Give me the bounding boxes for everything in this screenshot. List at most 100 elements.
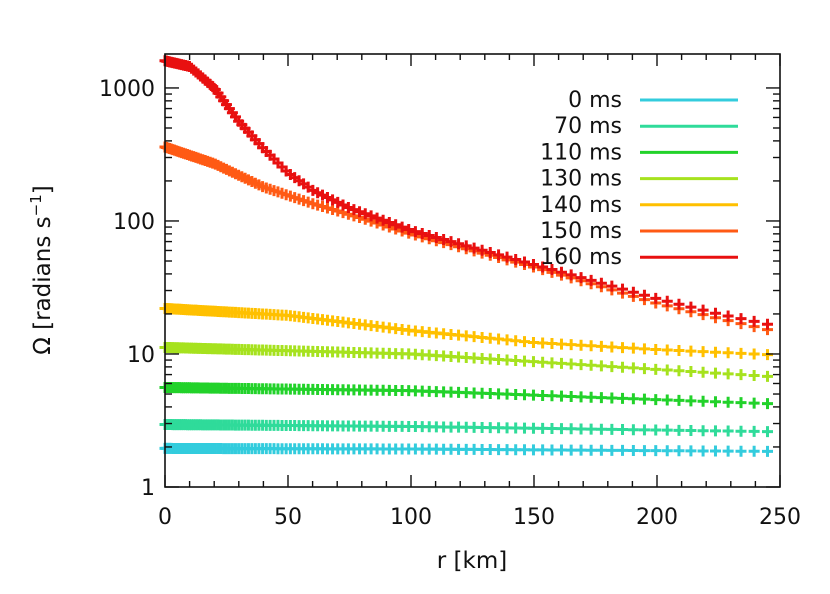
- data-point: [565, 269, 577, 281]
- data-point: [585, 359, 597, 371]
- data-point: [762, 426, 774, 438]
- data-point: [606, 392, 618, 404]
- data-point: [638, 393, 650, 405]
- data-point: [748, 425, 760, 437]
- data-point: [627, 362, 639, 374]
- data-point: [685, 366, 697, 378]
- y-tick-label: 1000: [99, 77, 155, 102]
- data-point: [595, 392, 607, 404]
- data-point: [383, 217, 395, 229]
- x-axis-label: r [km]: [437, 548, 507, 574]
- data-point: [575, 272, 587, 284]
- data-point: [403, 224, 415, 236]
- data-point: [735, 347, 747, 359]
- data-point: [537, 444, 549, 456]
- x-tick-label: 50: [274, 505, 302, 530]
- data-point: [501, 251, 513, 263]
- data-point: [460, 240, 472, 252]
- data-point: [673, 365, 685, 377]
- data-point: [546, 338, 558, 350]
- data-point: [650, 343, 662, 355]
- data-point: [735, 369, 747, 381]
- data-point: [555, 266, 567, 278]
- plot-frame: [164, 53, 781, 488]
- tick-labels: 0 50 100 150 200 250 1 10 100 1000: [99, 77, 801, 530]
- data-point: [575, 359, 587, 371]
- data-point: [595, 360, 607, 372]
- legend-label: 140 ms: [540, 193, 622, 218]
- data-point: [685, 425, 697, 437]
- data-point: [371, 212, 383, 224]
- data-point: [722, 347, 734, 359]
- data-point: [685, 445, 697, 457]
- data-point: [709, 396, 721, 408]
- data-point: [673, 424, 685, 436]
- data-point: [709, 346, 721, 358]
- data-point: [585, 423, 597, 435]
- data-point: [468, 242, 480, 254]
- data-point: [735, 445, 747, 457]
- data-point: [595, 423, 607, 435]
- data-point: [661, 424, 673, 436]
- data-point: [617, 444, 629, 456]
- data-point: [565, 358, 577, 370]
- data-point: [722, 445, 734, 457]
- data-point: [748, 315, 760, 327]
- data-point: [438, 234, 450, 246]
- y-tick-label: 10: [127, 343, 155, 368]
- data-point: [518, 256, 530, 268]
- data-point: [748, 397, 760, 409]
- legend-label: 110 ms: [540, 140, 622, 165]
- data-point: [735, 425, 747, 437]
- data-point: [650, 394, 662, 406]
- data-point: [585, 391, 597, 403]
- data-point: [709, 367, 721, 379]
- data-point: [735, 313, 747, 325]
- data-point: [685, 395, 697, 407]
- data-point: [617, 424, 629, 436]
- data-point: [638, 445, 650, 457]
- data-point: [627, 393, 639, 405]
- data-point: [555, 444, 567, 456]
- data-point: [762, 398, 774, 410]
- data-point: [546, 423, 558, 435]
- data-point: [555, 423, 567, 435]
- data-point: [697, 425, 709, 437]
- data-point: [354, 206, 366, 218]
- data-point: [606, 341, 618, 353]
- data-point: [537, 389, 549, 401]
- data-point: [627, 444, 639, 456]
- data-point: [546, 390, 558, 402]
- x-tick-label: 100: [390, 505, 432, 530]
- y-tick-label: 100: [113, 210, 155, 235]
- data-point: [697, 346, 709, 358]
- data-point: [617, 283, 629, 295]
- legend-label: 150 ms: [540, 219, 622, 244]
- y-axis-label-main: Ω [radians s: [30, 216, 56, 354]
- x-tick-label: 0: [158, 505, 172, 530]
- data-point: [527, 258, 539, 270]
- data-point: [661, 344, 673, 356]
- y-axis-label-end: ]: [30, 185, 56, 194]
- data-point: [650, 424, 662, 436]
- data-point: [327, 204, 339, 216]
- legend-lines: [640, 98, 738, 259]
- data-point: [546, 264, 558, 276]
- data-point: [359, 208, 371, 220]
- data-point: [537, 261, 549, 273]
- data-point: [555, 390, 567, 402]
- data-point: [722, 425, 734, 437]
- data-point: [685, 345, 697, 357]
- x-tick-label: 200: [636, 505, 678, 530]
- x-tick-label: 250: [759, 505, 801, 530]
- data-point: [575, 423, 587, 435]
- legend-label: 160 ms: [540, 245, 622, 270]
- data-point: [342, 202, 354, 214]
- data-point: [627, 424, 639, 436]
- data-point: [697, 395, 709, 407]
- data-point: [377, 214, 389, 226]
- data-point: [735, 397, 747, 409]
- data-point: [638, 424, 650, 436]
